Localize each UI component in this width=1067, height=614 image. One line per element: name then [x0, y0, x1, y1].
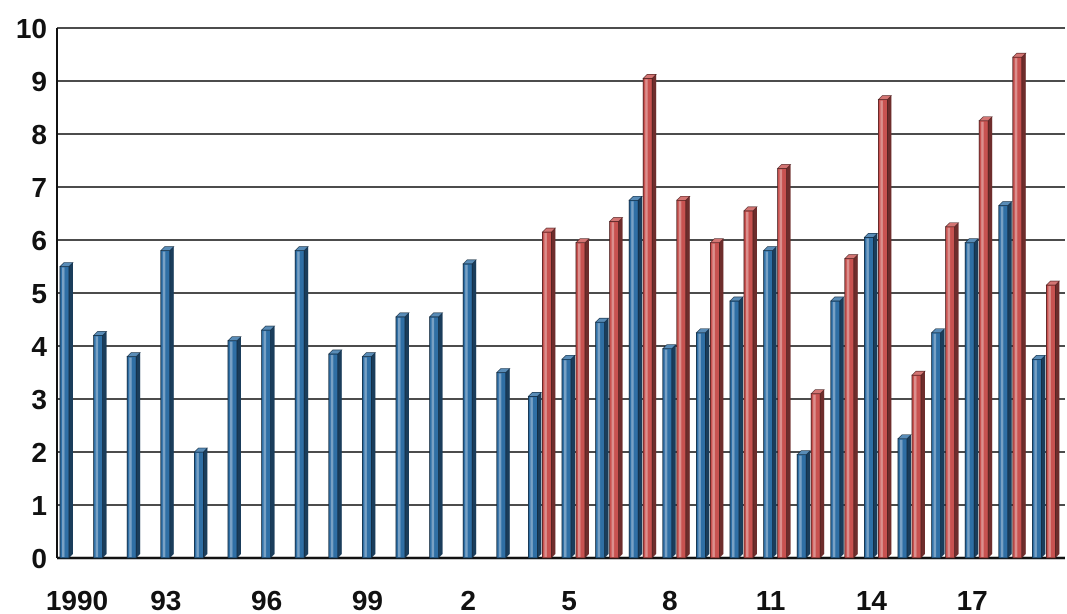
y-tick-label: 4: [31, 331, 47, 362]
x-tick-label: 5: [561, 585, 577, 614]
bar-series-1: [541, 227, 557, 559]
bar-series-1: [1045, 280, 1061, 559]
bar-series-0: [998, 201, 1013, 559]
bar-series-0: [496, 368, 511, 559]
bar-series-1: [877, 95, 893, 559]
bar-series-0: [328, 349, 343, 559]
bar-series-0: [662, 344, 677, 559]
bar-series-0: [594, 317, 610, 559]
bar-series-0: [428, 312, 444, 559]
bar-series-0: [294, 246, 309, 559]
bar-series-0: [395, 312, 410, 559]
bar-series-1: [1012, 52, 1027, 559]
bar-series-0: [964, 238, 979, 559]
x-tick-label: 96: [251, 585, 282, 614]
bar-series-1: [810, 389, 825, 559]
x-tick-label: 8: [662, 585, 678, 614]
y-tick-label: 7: [31, 172, 47, 203]
bar-series-0: [695, 328, 711, 559]
bar-series-1: [709, 238, 725, 559]
bar-series-1: [608, 217, 624, 559]
x-tick-label: 1990: [46, 585, 108, 614]
bar-series-0: [762, 246, 778, 559]
x-tick-label: 14: [856, 585, 888, 614]
bar-series-0: [160, 246, 175, 559]
bar-series-0: [729, 296, 744, 559]
x-tick-labels: 1990 93 96 99 2 5 8 11 14 17: [46, 585, 988, 614]
y-tick-label: 3: [31, 384, 47, 415]
bar-series-0: [126, 352, 141, 559]
grid-lines: [57, 27, 1065, 559]
x-tick-label: 11: [756, 585, 786, 614]
y-tick-label: 10: [16, 13, 47, 44]
bar-series-0: [227, 336, 242, 559]
bar-series-1: [911, 370, 926, 559]
bar-series-0: [1031, 354, 1047, 559]
y-tick-label: 8: [31, 119, 47, 150]
bar-series-1: [676, 195, 691, 559]
x-tick-label: 93: [150, 585, 181, 614]
axes: [56, 28, 1065, 560]
bar-series-1: [844, 254, 859, 559]
y-tick-label: 2: [31, 437, 47, 468]
bar-series-0: [260, 325, 276, 559]
bar-series-0: [628, 195, 643, 559]
bar-series-0: [59, 262, 74, 559]
bar-series-1: [642, 74, 657, 559]
bar-series-0: [361, 352, 377, 559]
x-tick-label: 17: [957, 585, 988, 614]
x-tick-label: 2: [460, 585, 476, 614]
y-tick-label: 5: [31, 278, 47, 309]
bar-series-0: [930, 328, 946, 559]
y-tick-label: 9: [31, 66, 47, 97]
bar-series-1: [776, 164, 792, 559]
bar-series-0: [193, 447, 209, 559]
bar-series-0: [561, 354, 576, 559]
y-tick-label: 6: [31, 225, 47, 256]
y-tick-label: 0: [31, 543, 47, 574]
y-tick-labels: 0 1 2 3 4 5 6 7 8 9 10: [16, 13, 48, 574]
bar-series-0: [527, 392, 543, 559]
y-tick-label: 1: [31, 490, 47, 521]
bar-series-1: [575, 238, 590, 559]
bar-series-0: [796, 450, 811, 559]
bar-series-0: [830, 296, 845, 559]
bar-series-1: [944, 222, 960, 559]
bar-series-0: [462, 259, 477, 559]
bar-series-1: [978, 116, 993, 559]
x-tick-label: 99: [352, 585, 383, 614]
bar-series-1: [743, 206, 758, 559]
bar-series-0: [863, 233, 879, 559]
bar-series-0: [897, 434, 912, 559]
bar-series-0: [92, 331, 108, 559]
bars: [59, 52, 1061, 559]
